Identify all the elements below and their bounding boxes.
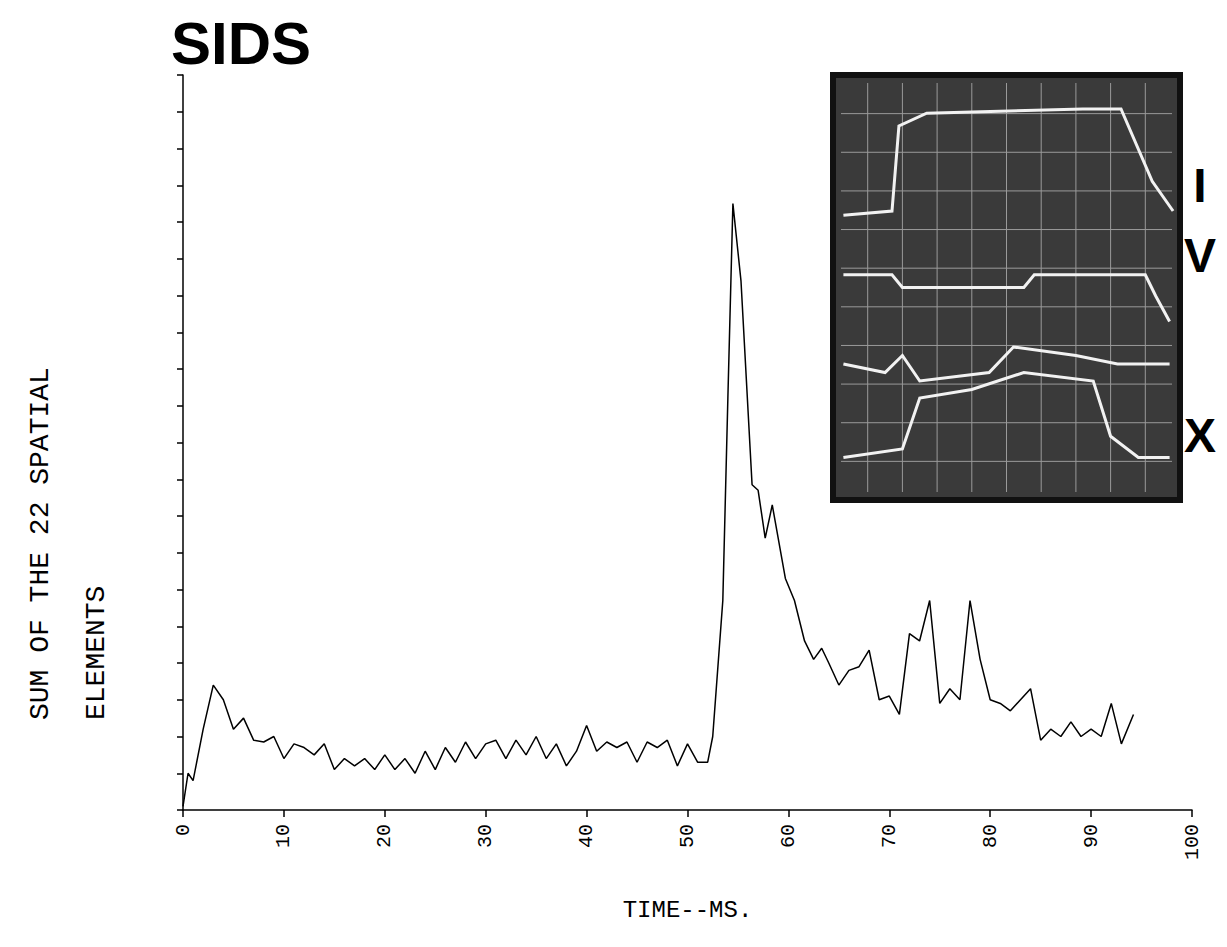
svg-text:V: V bbox=[1184, 229, 1216, 282]
svg-text:10: 10 bbox=[272, 824, 295, 848]
svg-text:60: 60 bbox=[777, 824, 800, 848]
svg-text:80: 80 bbox=[979, 824, 1002, 848]
svg-text:20: 20 bbox=[373, 824, 396, 848]
svg-text:X: X bbox=[1184, 409, 1216, 462]
svg-text:50: 50 bbox=[676, 824, 699, 848]
svg-text:100: 100 bbox=[1181, 824, 1204, 860]
svg-text:70: 70 bbox=[878, 824, 901, 848]
svg-text:90: 90 bbox=[1080, 824, 1103, 848]
svg-text:SIDS: SIDS bbox=[171, 10, 311, 77]
svg-text:40: 40 bbox=[575, 824, 598, 848]
svg-text:SUM OF THE 22 SPATIAL: SUM OF THE 22 SPATIAL bbox=[25, 350, 56, 720]
svg-text:ELEMENTS: ELEMENTS bbox=[81, 586, 112, 720]
svg-text:30: 30 bbox=[474, 824, 497, 848]
svg-text:TIME--MS.: TIME--MS. bbox=[623, 897, 753, 924]
svg-text:0: 0 bbox=[172, 824, 195, 836]
svg-text:I: I bbox=[1193, 159, 1206, 212]
